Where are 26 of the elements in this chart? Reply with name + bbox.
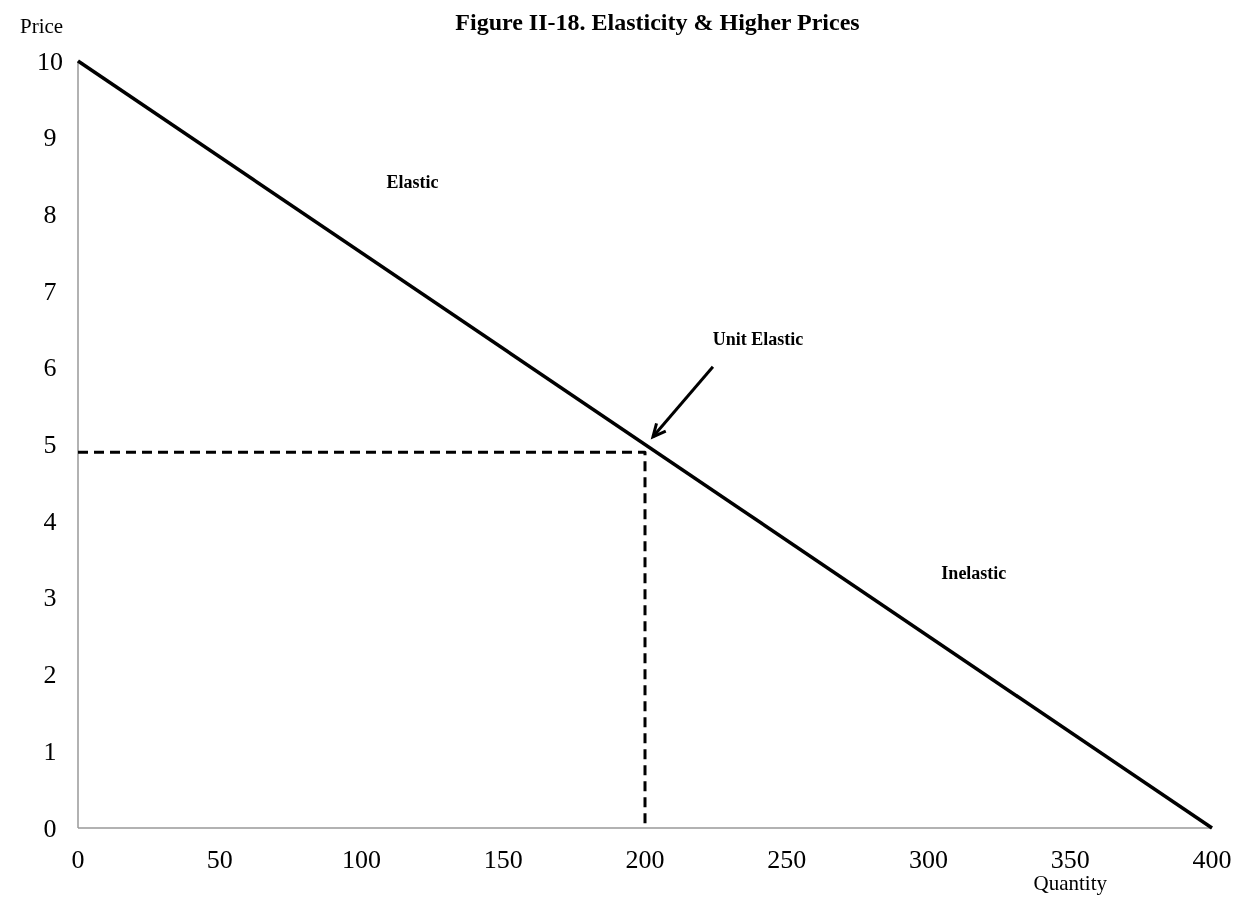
y-tick-label: 1: [43, 736, 57, 766]
y-tick-label: 8: [43, 199, 57, 229]
y-tick-label: 6: [43, 353, 57, 383]
x-tick-label: 150: [483, 845, 523, 874]
y-tick-label: 0: [43, 813, 57, 843]
annotation: Unit Elastic: [712, 328, 804, 349]
x-tick-label: 300: [909, 845, 948, 874]
annotation: Inelastic: [941, 563, 1007, 584]
x-tick-label: 250: [767, 845, 807, 874]
y-tick-label: 9: [43, 123, 57, 153]
x-tick-label: 200: [625, 845, 665, 874]
annotation: Elastic: [386, 171, 439, 192]
y-tick-label: 5: [43, 430, 57, 459]
x-tick-label: 0: [71, 845, 85, 874]
y-axis-title: Price: [20, 14, 64, 38]
x-axis-title: Quantity: [1033, 871, 1108, 895]
y-tick-label: 4: [43, 506, 57, 536]
y-tick-label: 10: [37, 46, 63, 76]
x-tick-label: 100: [342, 845, 381, 874]
x-tick-label: 350: [1050, 845, 1090, 874]
chart-title: Figure II-18. Elasticity & Higher Prices: [455, 9, 860, 35]
y-tick-label: 2: [43, 660, 57, 690]
x-tick-label: 400: [1192, 845, 1232, 874]
y-tick-label: 7: [43, 276, 57, 306]
y-tick-label: 3: [43, 583, 57, 613]
x-tick-label: 50: [206, 845, 233, 874]
